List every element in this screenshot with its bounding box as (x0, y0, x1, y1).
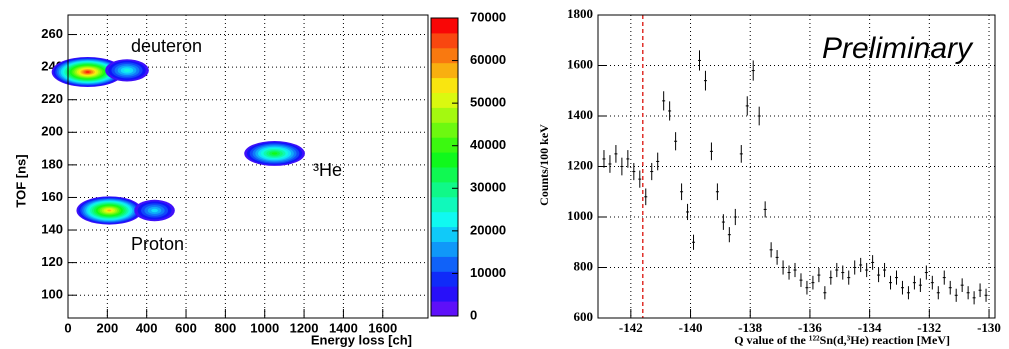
colorbar-cell (431, 271, 458, 287)
contour-blob (51, 57, 124, 88)
y-tick-label: 1800 (567, 6, 593, 21)
y-tick-label: 1200 (567, 157, 593, 172)
colorbar-tick-label: 60000 (470, 52, 506, 67)
colorbar-frame (430, 17, 459, 317)
y-tick-label: 140 (41, 221, 63, 236)
y-tick-label: 1000 (567, 208, 593, 223)
x-axis-title: Energy loss [ch] (311, 332, 412, 347)
x-tick-label: 1600 (368, 320, 397, 335)
colorbar-cell (431, 152, 458, 168)
colorbar-cell (431, 47, 458, 64)
colorbar-cell (431, 256, 458, 272)
plot-frame (597, 14, 996, 319)
colorbar-cell (431, 301, 458, 317)
colorbar-cell (431, 181, 458, 198)
x-tick-label: -142 (619, 320, 643, 335)
contour-blob (105, 59, 149, 82)
contour-level (151, 208, 158, 213)
x-tick-label: 1200 (290, 320, 319, 335)
y-tick-label: 100 (41, 287, 63, 302)
annotation: ³He (313, 160, 342, 180)
x-tick-label: -130 (977, 320, 1001, 335)
colorbar-tick-label: 70000 (470, 9, 506, 24)
colorbar-cell (431, 62, 458, 79)
y-axis-title: TOF [ns] (13, 154, 28, 207)
plot-frame (67, 14, 429, 319)
colorbar-cell (431, 137, 458, 153)
colorbar-cell (431, 211, 458, 228)
y-tick-label: 1600 (567, 56, 593, 71)
contour-level (271, 152, 278, 155)
x-tick-label: -134 (858, 320, 882, 335)
contour-blob (244, 141, 305, 166)
colorbar-tick-label: 50000 (470, 95, 506, 110)
y-tick-label: 1400 (567, 107, 593, 122)
x-tick-label: -136 (798, 320, 822, 335)
x-tick-label: 600 (175, 320, 197, 335)
y-tick-label: 260 (41, 26, 63, 41)
x-tick-label: -138 (738, 320, 762, 335)
x-tick-label: 1400 (329, 320, 358, 335)
colorbar-tick-label: 10000 (470, 265, 506, 280)
annotation: Preliminary (822, 32, 974, 65)
x-tick-label: 800 (215, 320, 237, 335)
x-tick-label: -132 (917, 320, 941, 335)
contour-blob (134, 199, 175, 222)
contour-level (123, 68, 131, 72)
y-tick-label: 200 (41, 124, 63, 139)
y-tick-label: 220 (41, 91, 63, 106)
colorbar-cell (431, 286, 458, 302)
x-tick-label: 1000 (250, 320, 279, 335)
x-tick-label: 0 (64, 320, 71, 335)
colorbar-cell (431, 77, 458, 93)
x-tick-label: -140 (679, 320, 703, 335)
colorbar-cell (431, 241, 458, 257)
colorbar-cell (431, 32, 458, 49)
contour-level (85, 71, 90, 73)
y-axis-title: Counts/100 keV (537, 124, 551, 206)
colorbar-cell (431, 226, 458, 242)
annotation: deuteron (131, 36, 202, 56)
colorbar-tick-label: 20000 (470, 222, 506, 237)
y-tick-label: 160 (41, 189, 63, 204)
x-tick-label: 200 (96, 320, 118, 335)
contour-blob (76, 196, 143, 225)
contour-level (107, 209, 112, 212)
x-tick-label: 400 (136, 320, 158, 335)
colorbar-cell (431, 167, 458, 183)
annotation: Proton (131, 234, 184, 254)
colorbar-cell (431, 92, 458, 108)
y-tick-label: 800 (574, 258, 594, 273)
y-tick-label: 120 (41, 254, 63, 269)
colorbar-tick-label: 30000 (470, 180, 506, 195)
colorbar-cell (431, 196, 458, 213)
colorbar-tick-label: 40000 (470, 137, 506, 152)
colorbar-tick-label: 0 (470, 307, 477, 322)
x-axis-title: Q value of the ¹²²Sn(d,³He) reaction [Me… (734, 333, 950, 347)
colorbar-cell (431, 107, 458, 123)
y-tick-label: 600 (574, 309, 594, 324)
y-tick-label: 180 (41, 156, 63, 171)
colorbar-cell (431, 18, 458, 34)
colorbar-cell (431, 122, 458, 138)
